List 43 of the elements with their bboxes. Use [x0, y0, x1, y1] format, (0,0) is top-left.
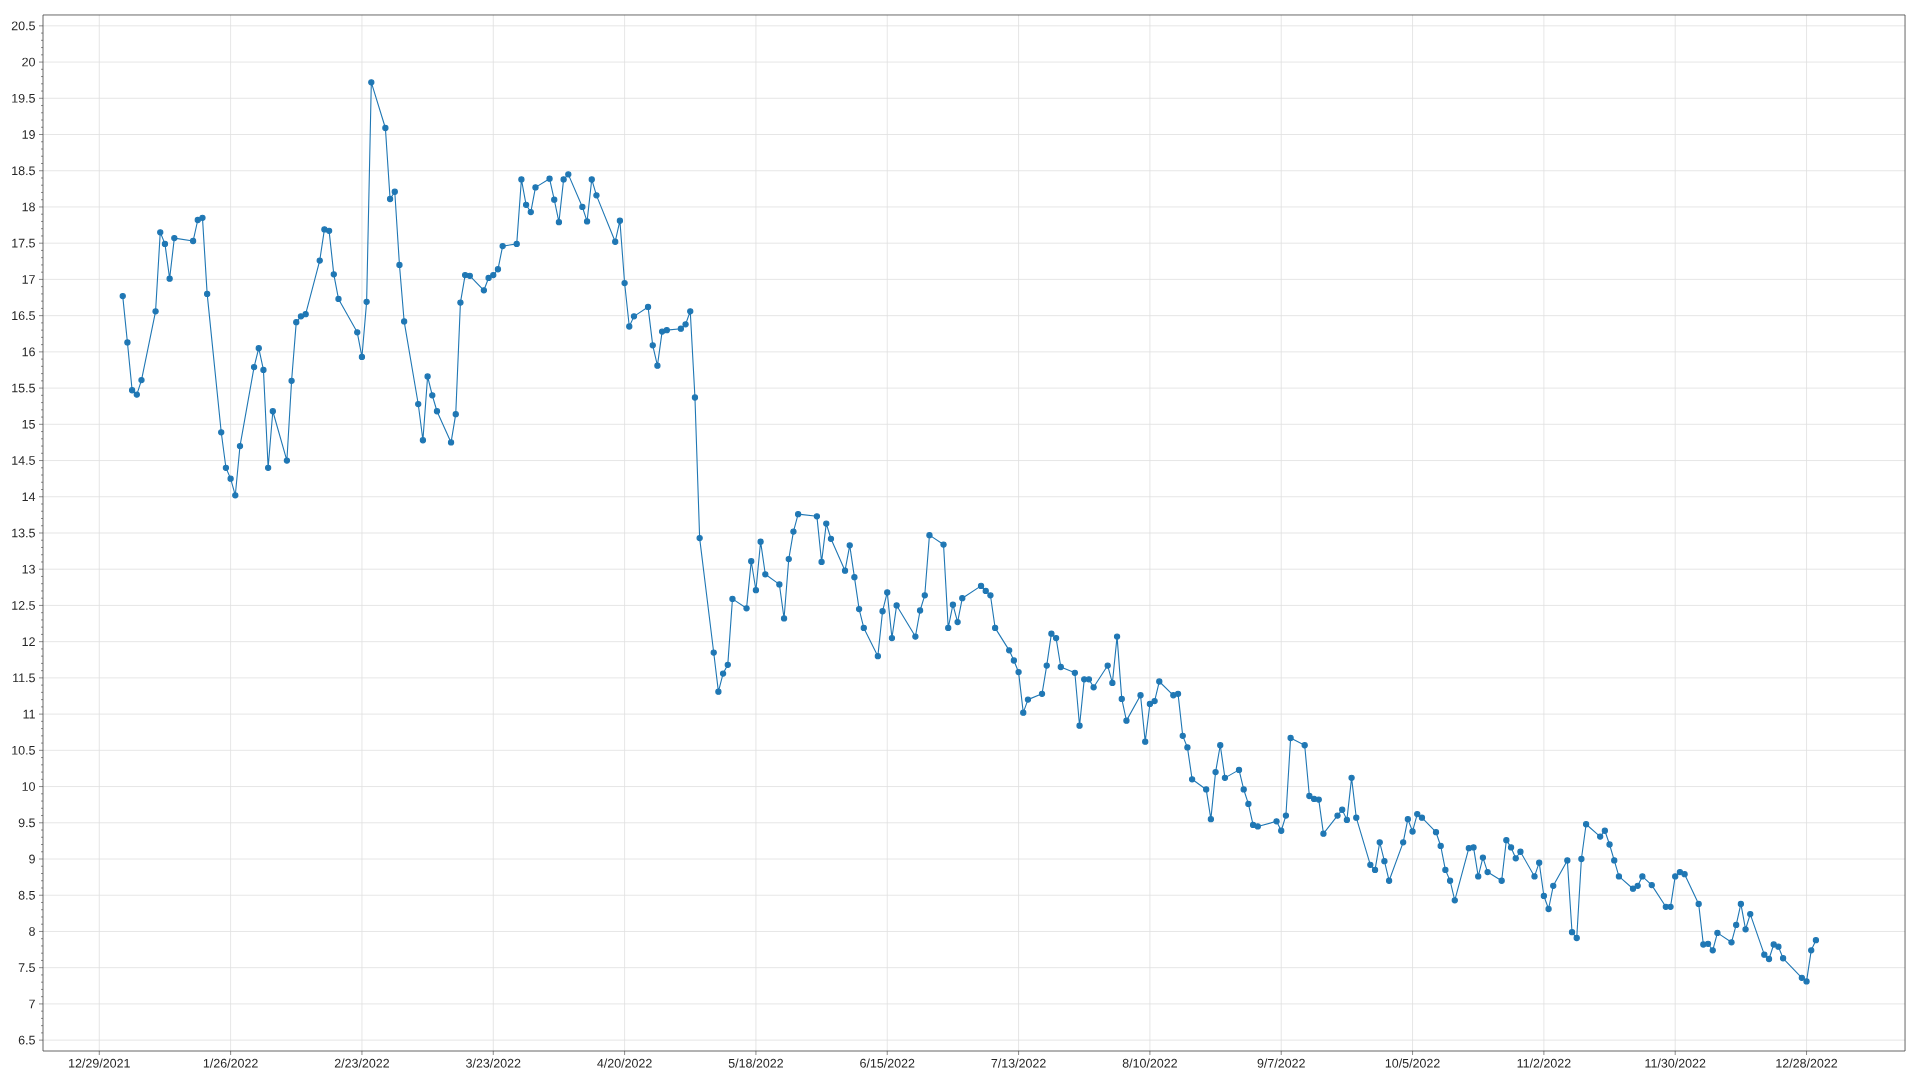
y-tick-label: 18 [22, 202, 35, 212]
x-tick-label: 12/29/2021 [69, 1058, 130, 1068]
y-tick-label: 13.5 [12, 528, 35, 538]
y-tick-label: 12.5 [12, 601, 35, 610]
y-tick-label: 19 [22, 130, 35, 139]
y-tick-label: 14 [22, 492, 36, 502]
y-tick-label: 18.5 [12, 166, 35, 176]
x-tick-label: 11/30/2022 [1645, 1058, 1706, 1068]
y-tick-label: 16.5 [12, 311, 35, 321]
y-tick-label: 12 [22, 637, 35, 647]
y-tick-label: 17.5 [12, 238, 35, 248]
y-tick-label: 17 [22, 275, 35, 284]
y-tick-label: 15.5 [12, 383, 35, 393]
y-tick-label: 6.5 [18, 1035, 35, 1045]
y-tick-label: 8.5 [18, 890, 35, 900]
y-tick-label: 10 [22, 782, 35, 791]
y-tick-label: 11.5 [13, 673, 35, 683]
y-tick-label: 14.5 [12, 456, 35, 465]
y-tick-label: 11 [23, 709, 35, 719]
x-tick-label: 12/28/2022 [1776, 1058, 1838, 1068]
x-tick-label: 9/7/2022 [1257, 1058, 1305, 1068]
y-tick-label: 9 [29, 854, 35, 864]
x-tick-label: 2/23/2022 [334, 1058, 389, 1068]
y-tick-label: 7.5 [18, 963, 35, 973]
x-tick-label: 1/26/2022 [203, 1058, 258, 1068]
y-tick-label: 7 [29, 999, 35, 1009]
y-tick-label: 20 [22, 57, 35, 67]
y-tick-label: 8 [29, 927, 35, 936]
y-tick-label: 10.5 [12, 745, 35, 755]
x-tick-label: 10/5/2022 [1385, 1058, 1440, 1068]
y-tick-label: 16 [22, 347, 35, 357]
x-tick-label: 11/2/2022 [1517, 1058, 1571, 1068]
y-tick-label: 13 [22, 564, 35, 574]
y-tick-label: 9.5 [18, 818, 35, 828]
x-tick-label: 8/10/2022 [1122, 1058, 1177, 1068]
y-tick-label: 20.5 [11, 21, 35, 31]
x-tick-label: 4/20/2022 [597, 1058, 652, 1068]
x-tick-label: 3/23/2022 [466, 1058, 521, 1068]
y-tick-label: 15 [22, 419, 35, 429]
x-tick-label: 6/15/2022 [860, 1058, 915, 1068]
x-tick-label: 5/18/2022 [728, 1058, 783, 1068]
y-tick-label: 19.5 [12, 93, 35, 103]
x-tick-label: 7/13/2022 [991, 1058, 1046, 1068]
